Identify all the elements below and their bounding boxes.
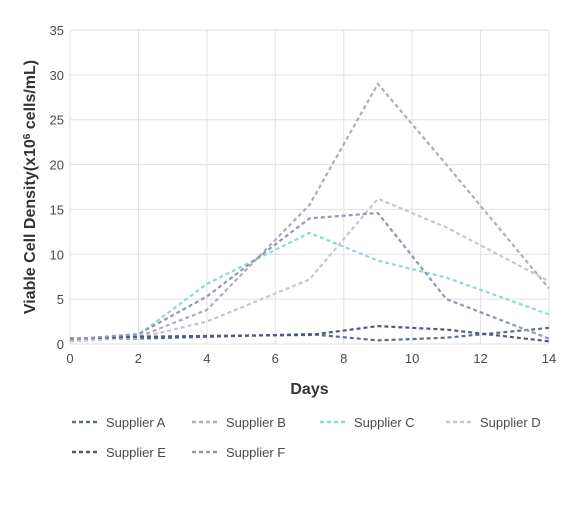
- y-axis-title-prefix: Viable Cell Density(x10: [22, 139, 39, 314]
- y-tick-label: 20: [50, 158, 64, 173]
- legend-label: Supplier B: [226, 415, 286, 430]
- legend-label: Supplier F: [226, 445, 285, 460]
- y-axis-title: Viable Cell Density(x106 cells/mL): [22, 60, 40, 314]
- y-tick-label: 25: [50, 113, 64, 128]
- y-tick-label: 35: [50, 23, 64, 38]
- legend-item: Supplier D: [446, 415, 541, 430]
- x-tick-label: 12: [473, 351, 487, 366]
- legend-label: Supplier C: [354, 415, 415, 430]
- y-axis-title-superscript: 6: [22, 133, 33, 139]
- legend-item: Supplier A: [72, 415, 166, 430]
- legend: Supplier A Supplier B Supplier C Supplier D…: [72, 415, 541, 460]
- series-lines: [69, 81, 550, 343]
- x-axis-title: Days: [290, 381, 328, 398]
- series-line-5: [69, 324, 550, 343]
- y-tick-label: 5: [57, 292, 64, 307]
- legend-label: Supplier A: [106, 415, 166, 430]
- x-tick-label: 8: [340, 351, 347, 366]
- x-tick-label: 4: [203, 351, 210, 366]
- legend-label: Supplier D: [480, 415, 541, 430]
- series-line-4: [69, 197, 550, 343]
- legend-item: Supplier B: [192, 415, 286, 430]
- legend-label: Supplier E: [106, 445, 166, 460]
- series-line-3: [69, 231, 550, 342]
- series-line-6: [69, 211, 550, 341]
- legend-item: Supplier F: [192, 445, 285, 460]
- x-tick-label: 6: [272, 351, 279, 366]
- y-tick-label: 10: [50, 247, 64, 262]
- legend-item: Supplier E: [72, 445, 166, 460]
- series-line-2: [69, 81, 550, 343]
- y-tick-label: 30: [50, 68, 64, 83]
- legend-item: Supplier C: [320, 415, 415, 430]
- tick-labels: 0 5 10 15 20 25 30 35 0 2 4 6 8 10 12 14: [50, 23, 557, 366]
- x-tick-label: 10: [405, 351, 419, 366]
- y-tick-label: 15: [50, 202, 64, 217]
- y-tick-label: 0: [57, 337, 64, 352]
- y-axis-title-suffix: cells/mL): [22, 60, 39, 134]
- grid: [69, 29, 550, 345]
- x-tick-label: 14: [542, 351, 556, 366]
- x-tick-label: 2: [135, 351, 142, 366]
- x-tick-label: 0: [66, 351, 73, 366]
